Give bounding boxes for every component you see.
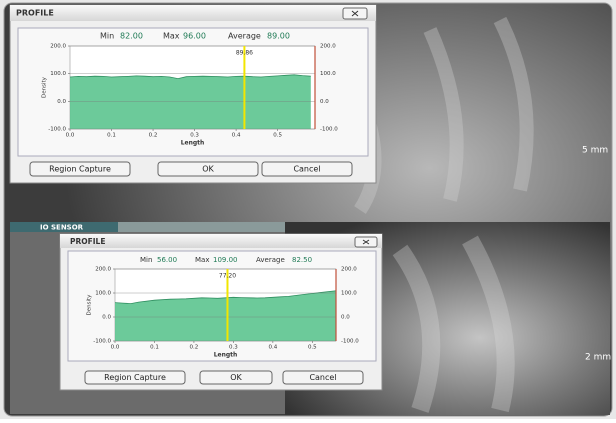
stat-label: Min (100, 32, 114, 41)
button[interactable]: Region Capture (30, 162, 130, 176)
button-label: Region Capture (104, 373, 166, 382)
area (70, 75, 311, 129)
button-label: Cancel (309, 373, 336, 382)
page: 5 mm 2 mm PROFILE Min 82.00 Max 96.00 Av… (0, 0, 616, 419)
button-label: OK (230, 373, 242, 382)
x-tick-label: 0.4 (232, 133, 241, 139)
button-label: Cancel (293, 165, 320, 174)
y-axis-title: Density (87, 294, 93, 316)
stat-label: Average (228, 32, 261, 41)
y-tick-label: 200.0 (95, 267, 111, 273)
x-tick-label: 0.1 (107, 133, 116, 139)
stat-value: 82.50 (292, 256, 312, 264)
button[interactable]: OK (158, 162, 258, 176)
stat-label: Max (195, 256, 209, 264)
stat-label: Min (140, 256, 152, 264)
title-bar (60, 234, 382, 248)
y-tick-label: 100.0 (95, 291, 111, 297)
y2-tick-label: 200.0 (320, 44, 336, 50)
x-axis-title: Length (181, 140, 205, 147)
button[interactable]: Region Capture (85, 371, 185, 384)
cursor-label: 77.20 (219, 273, 236, 280)
y2-tick-label: -100.0 (320, 127, 338, 133)
close-button[interactable] (343, 8, 367, 19)
y-tick-label: 0.0 (57, 99, 66, 105)
x-tick-label: 0.2 (190, 345, 199, 351)
y2-tick-label: 0.0 (320, 99, 329, 105)
stat-value: 89.00 (267, 32, 290, 41)
stat-label: Max (163, 32, 180, 41)
y2-tick-label: 100.0 (320, 71, 336, 77)
y-tick-label: -100.0 (93, 339, 111, 345)
dialog-title: PROFILE (70, 237, 105, 246)
x-tick-label: 0.0 (66, 133, 75, 139)
stat-value: 82.00 (120, 32, 143, 41)
x-tick-label: 0.1 (150, 345, 159, 351)
stat-label: Average (256, 256, 285, 264)
stat-value: 109.00 (213, 256, 238, 264)
tab-label: IO SENSOR (40, 224, 84, 232)
screenshot: 5 mm 2 mm PROFILE Min 82.00 Max 96.00 Av… (0, 0, 616, 419)
x-tick-label: 0.0 (111, 345, 120, 351)
button-label: OK (202, 165, 214, 174)
tab-strip (118, 222, 285, 232)
stat-value: 56.00 (157, 256, 177, 264)
cursor-label: 89.86 (236, 50, 253, 57)
dialog-title: PROFILE (16, 9, 54, 18)
y-tick-label: -100.0 (48, 127, 66, 133)
y-tick-label: 0.0 (102, 315, 111, 321)
y2-tick-label: 100.0 (341, 291, 357, 297)
x-tick-label: 0.5 (308, 345, 317, 351)
x-tick-label: 0.4 (268, 345, 277, 351)
button[interactable]: Cancel (262, 162, 352, 176)
button[interactable]: OK (200, 371, 272, 384)
x-tick-label: 0.2 (149, 133, 158, 139)
scale-label: 5 mm (582, 146, 608, 156)
x-tick-label: 0.5 (273, 133, 282, 139)
stat-value: 96.00 (183, 32, 206, 41)
y-tick-label: 100.0 (50, 71, 66, 77)
title-bar (10, 5, 376, 21)
x-tick-label: 0.3 (190, 133, 199, 139)
button[interactable]: Cancel (283, 371, 363, 384)
y-axis-title: Density (42, 76, 48, 98)
scale-label: 2 mm (585, 353, 611, 363)
x-axis-title: Length (214, 352, 238, 359)
close-button[interactable] (355, 237, 377, 247)
x-tick-label: 0.3 (229, 345, 238, 351)
y2-tick-label: 200.0 (341, 267, 357, 273)
y2-tick-label: -100.0 (341, 339, 359, 345)
y-tick-label: 200.0 (50, 44, 66, 50)
button-label: Region Capture (49, 165, 111, 174)
y2-tick-label: 0.0 (341, 315, 350, 321)
